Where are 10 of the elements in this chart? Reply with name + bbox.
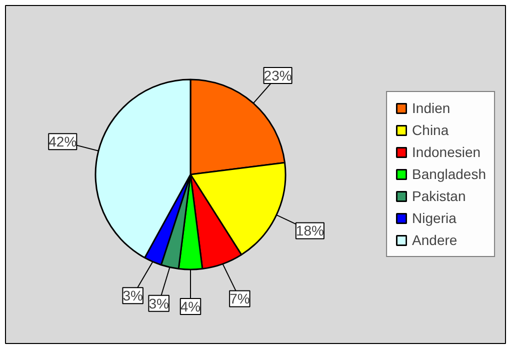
legend-label: Nigeria (412, 210, 456, 226)
data-label: 23% (264, 67, 292, 84)
data-label: 18% (296, 222, 324, 239)
legend-label: Indien (412, 100, 450, 116)
legend-label: Andere (412, 232, 458, 248)
legend-label: Pakistan (412, 188, 466, 204)
legend-label: Bangladesh (412, 166, 486, 182)
legend-label: Indonesien (412, 144, 481, 160)
legend-label: China (412, 122, 449, 138)
data-label: 7% (230, 290, 250, 307)
